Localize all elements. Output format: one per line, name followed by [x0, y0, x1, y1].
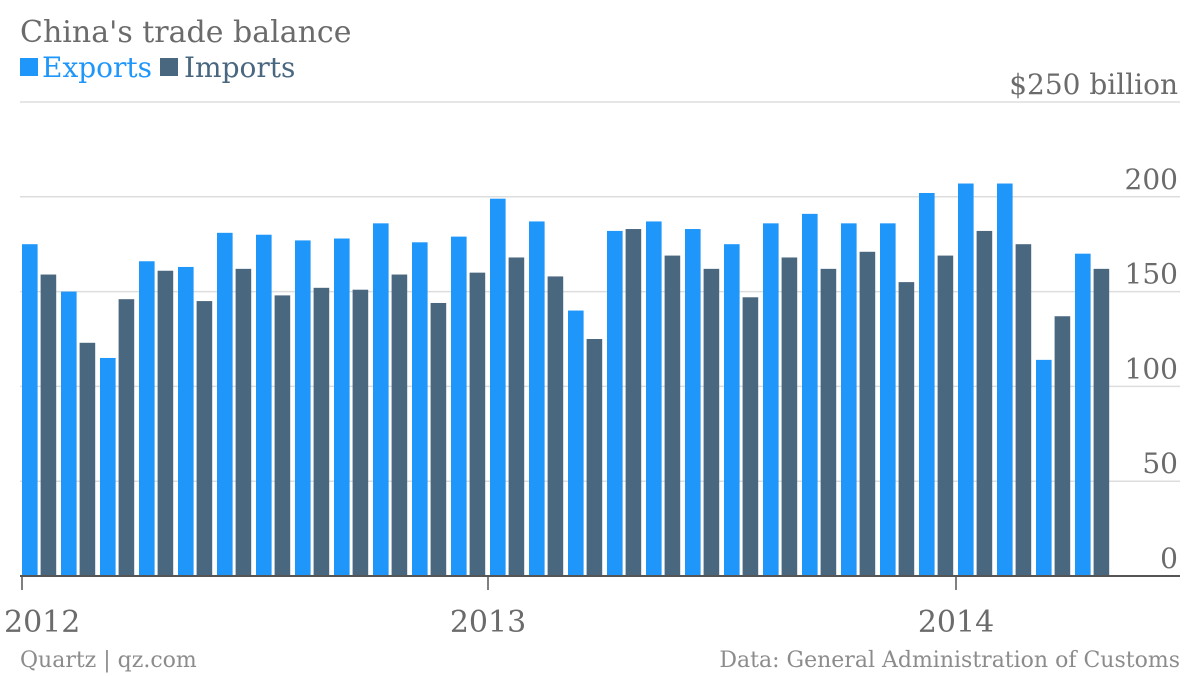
bar-exports-2013-03 — [568, 310, 584, 576]
chart-title: China's trade balance — [20, 15, 351, 50]
bar-exports-2012-03 — [100, 357, 116, 576]
bar-exports-2013-01 — [490, 198, 506, 577]
bar-exports-2012-04 — [139, 261, 155, 576]
bar-exports-2014-02 — [997, 183, 1013, 576]
bar-exports-2012-06 — [217, 232, 233, 576]
bar-exports-2013-08 — [763, 223, 779, 576]
x-tick-label-2012: 2012 — [4, 605, 80, 640]
bar-exports-2013-10 — [841, 223, 857, 576]
bar-imports-2013-04 — [625, 229, 642, 577]
bar-imports-2013-06 — [703, 268, 720, 576]
x-axis-ticks: 2012 2013 2014 — [4, 576, 994, 640]
bar-exports-2014-03 — [1036, 359, 1052, 576]
bar-imports-2012-12 — [469, 272, 486, 576]
x-tick-label-2013: 2013 — [450, 605, 526, 640]
bar-exports-2013-09 — [802, 213, 818, 576]
bar-exports-2012-12 — [451, 236, 467, 576]
bar-exports-2012-11 — [412, 242, 428, 576]
bar-imports-2012-02 — [79, 342, 96, 576]
bar-imports-2013-03 — [586, 339, 603, 576]
bar-exports-2012-08 — [295, 240, 311, 576]
legend-imports-label: Imports — [184, 51, 295, 84]
bar-imports-2013-09 — [820, 268, 837, 576]
y-tick-label-250: $250 billion — [1009, 68, 1178, 101]
bar-imports-2012-09 — [352, 289, 369, 576]
y-tick-label-200: 200 — [1125, 163, 1178, 196]
bars — [22, 183, 1110, 577]
bar-exports-2012-09 — [334, 238, 350, 576]
source-left: Quartz | qz.com — [20, 648, 197, 673]
bar-exports-2013-05 — [646, 221, 662, 576]
legend-exports-label: Exports — [42, 51, 152, 84]
bar-imports-2013-05 — [664, 255, 681, 577]
bar-exports-2012-10 — [373, 223, 389, 576]
y-tick-label-100: 100 — [1125, 352, 1178, 385]
bar-imports-2012-11 — [430, 302, 447, 576]
bar-imports-2012-04 — [157, 270, 174, 576]
bar-exports-2012-07 — [256, 234, 272, 576]
bar-imports-2012-05 — [196, 301, 213, 576]
legend-exports-swatch — [20, 58, 38, 76]
y-tick-label-50: 50 — [1142, 447, 1178, 480]
bar-exports-2012-01 — [22, 244, 38, 576]
bar-imports-2014-03 — [1054, 316, 1071, 576]
y-tick-label-0: 0 — [1160, 542, 1178, 575]
bar-exports-2012-02 — [61, 291, 77, 576]
bar-imports-2012-07 — [274, 295, 291, 576]
bar-exports-2013-06 — [685, 229, 701, 577]
y-tick-label-150: 150 — [1125, 258, 1178, 291]
bar-exports-2012-05 — [178, 266, 194, 576]
x-tick-label-2014: 2014 — [918, 605, 994, 640]
bar-imports-2012-06 — [235, 268, 252, 576]
bar-exports-2014-01 — [958, 183, 974, 576]
bar-exports-2013-12 — [919, 193, 935, 576]
bar-imports-2013-10 — [859, 251, 876, 576]
legend: Exports Imports — [20, 51, 295, 84]
bar-imports-2013-01 — [508, 257, 525, 576]
bar-imports-2013-02 — [547, 276, 564, 576]
y-axis-ticks: $250 billion 200 150 100 50 0 — [1009, 68, 1178, 575]
bar-imports-2013-11 — [898, 282, 915, 576]
bar-imports-2013-08 — [781, 257, 798, 576]
bar-imports-2012-10 — [391, 274, 408, 576]
bar-exports-2013-11 — [880, 223, 896, 576]
bar-exports-2013-07 — [724, 244, 740, 576]
bar-exports-2013-04 — [607, 230, 623, 577]
bar-imports-2013-12 — [937, 255, 954, 577]
bar-exports-2014-04 — [1075, 253, 1091, 576]
bar-imports-2014-02 — [1015, 244, 1032, 576]
source-right: Data: General Administration of Customs — [719, 648, 1180, 673]
bar-imports-2012-03 — [118, 299, 135, 576]
legend-imports-swatch — [160, 58, 178, 76]
bar-exports-2013-02 — [529, 221, 545, 576]
bar-imports-2013-07 — [742, 297, 759, 576]
bar-imports-2014-04 — [1093, 268, 1110, 576]
bar-imports-2012-08 — [313, 287, 330, 576]
bar-imports-2014-01 — [976, 230, 993, 577]
bar-imports-2012-01 — [40, 274, 57, 576]
